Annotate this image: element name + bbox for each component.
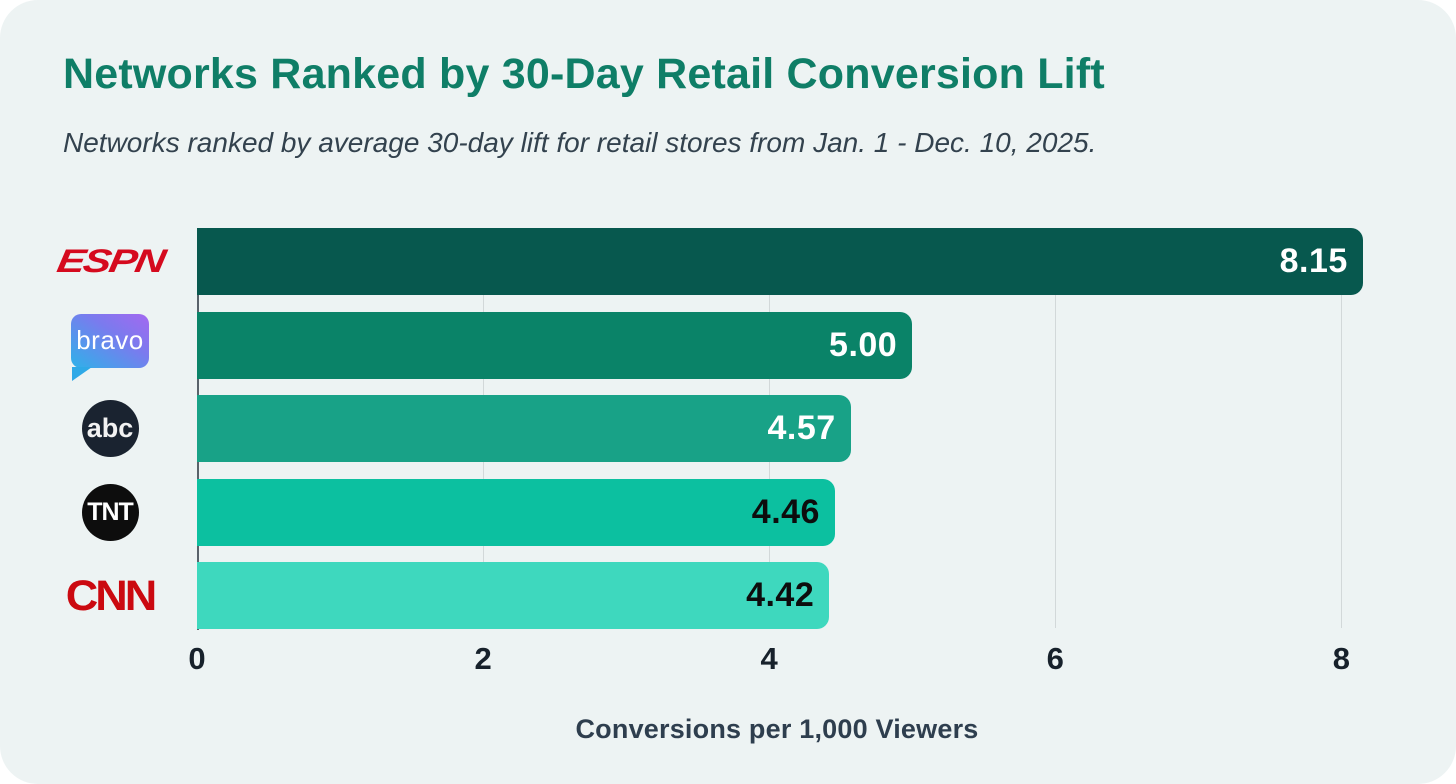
bar-value-label: 4.57 <box>767 409 836 447</box>
x-tick-label: 8 <box>1332 641 1350 676</box>
category-logo-cell: TNT <box>35 479 185 546</box>
gridline <box>1341 228 1343 628</box>
bar-abc: 4.57 <box>197 395 851 462</box>
chart-row-tnt: TNT 4.46 <box>81 479 1390 546</box>
chart-title: Networks Ranked by 30-Day Retail Convers… <box>63 50 1105 98</box>
bar-cnn: 4.42 <box>197 562 830 629</box>
bar-chart-plot-area: ESPN 8.15 bravo 5.00 abc 4.57 TNT 4.46 CNN 4.42 <box>54 228 1390 630</box>
chart-row-cnn: CNN 4.42 <box>66 562 1390 629</box>
x-tick-label: 4 <box>760 641 778 676</box>
chart-row-espn: ESPN 8.15 <box>54 228 1390 295</box>
x-tick-label: 2 <box>474 641 492 676</box>
bravo-logo: bravo <box>71 313 149 381</box>
bar-value-label: 8.15 <box>1279 242 1348 280</box>
espn-logo: ESPN <box>53 243 167 280</box>
x-axis-tick-labels: 0 2 4 6 8 <box>188 641 1390 681</box>
chart-row-bravo: bravo 5.00 <box>71 312 1390 381</box>
x-tick-label: 6 <box>1046 641 1064 676</box>
bar-value-label: 4.46 <box>751 493 820 531</box>
bar-value-label: 4.42 <box>746 576 815 614</box>
gridline <box>1055 228 1057 628</box>
x-axis-title: Conversions per 1,000 Viewers <box>575 714 979 744</box>
bar-espn: 8.15 <box>197 228 1363 295</box>
x-tick-label: 0 <box>188 641 206 676</box>
bar-value-label: 5.00 <box>829 326 898 364</box>
chart-subtitle: Networks ranked by average 30-day lift f… <box>63 127 1097 158</box>
category-logo-cell: abc <box>35 395 185 462</box>
tnt-logo: TNT <box>81 484 139 541</box>
cnn-logo: CNN <box>65 570 157 620</box>
chart-row-abc: abc 4.57 <box>81 395 1390 462</box>
category-logo-cell: bravo <box>35 312 185 381</box>
abc-logo: abc <box>81 400 139 457</box>
bar-tnt: 4.46 <box>197 479 835 546</box>
category-logo-cell: ESPN <box>35 228 185 295</box>
category-logo-cell: CNN <box>35 562 185 629</box>
bar-bravo: 5.00 <box>197 312 913 379</box>
